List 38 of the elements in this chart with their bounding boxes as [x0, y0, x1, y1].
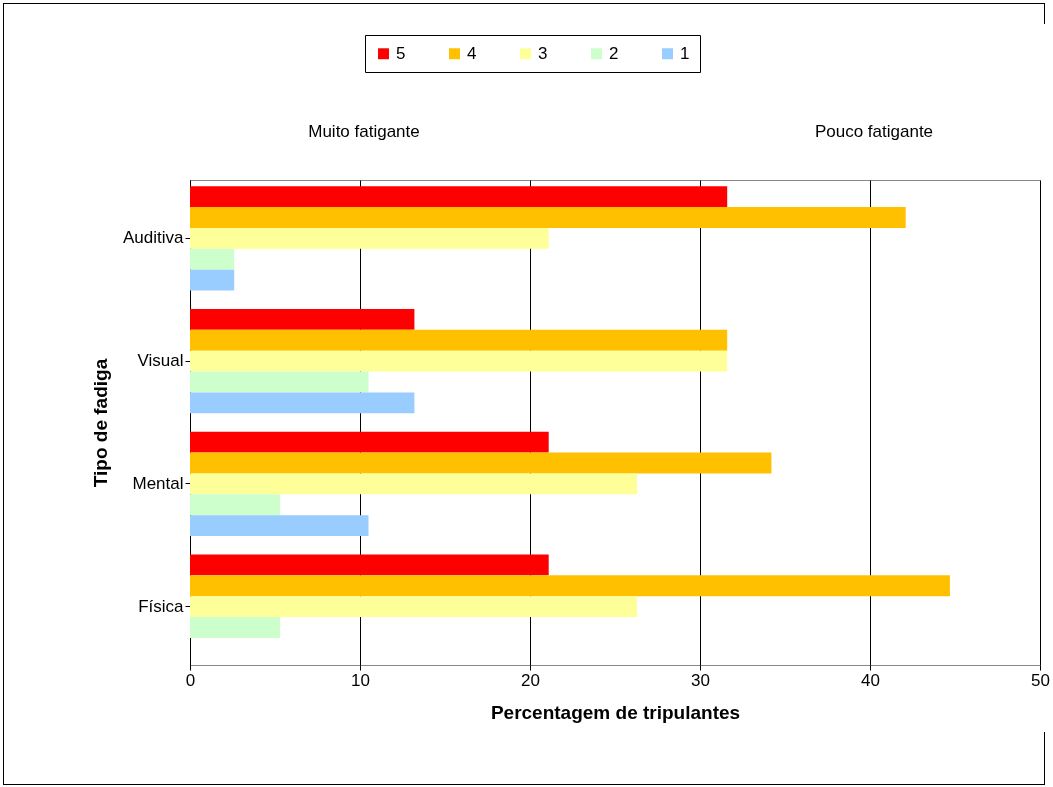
bar — [190, 431, 549, 453]
bar — [190, 329, 728, 351]
y-tick-label: Auditiva — [123, 228, 185, 248]
legend-label: 3 — [538, 43, 548, 63]
x-tick-label: 40 — [861, 670, 880, 690]
x-tick-label: 30 — [691, 670, 710, 690]
bar — [190, 371, 369, 393]
legend-label: 5 — [396, 43, 406, 63]
bar — [190, 452, 772, 474]
bar — [190, 494, 281, 516]
bar — [190, 554, 549, 576]
x-tick-label: 50 — [1031, 670, 1050, 690]
x-tick-label: 20 — [521, 670, 540, 690]
bar — [190, 227, 549, 249]
bar — [190, 596, 638, 618]
bar — [190, 392, 415, 414]
bar — [190, 269, 235, 291]
x-tick-label: 10 — [351, 670, 370, 690]
legend-label: 1 — [680, 43, 690, 63]
x-tick-label: 0 — [185, 670, 196, 690]
bar — [190, 617, 281, 638]
bar — [190, 207, 906, 228]
bar — [190, 575, 950, 597]
bar — [190, 473, 638, 495]
bar — [190, 308, 415, 330]
bar — [190, 186, 728, 208]
y-tick-label: Mental — [132, 473, 184, 493]
bar — [190, 350, 728, 372]
legend-label: 2 — [609, 43, 619, 63]
bar — [190, 248, 235, 270]
legend-label: 4 — [467, 43, 477, 63]
text: Muito fatigante — [308, 122, 420, 142]
text: Pouco fatigante — [814, 122, 934, 142]
y-tick-label: Visual — [137, 351, 184, 371]
x-axis-title: Percentagem de tripulantes — [490, 701, 741, 723]
bar — [190, 515, 369, 537]
y-axis-title: Tipo de fadiga — [90, 358, 112, 488]
y-tick-label: Física — [138, 596, 185, 616]
